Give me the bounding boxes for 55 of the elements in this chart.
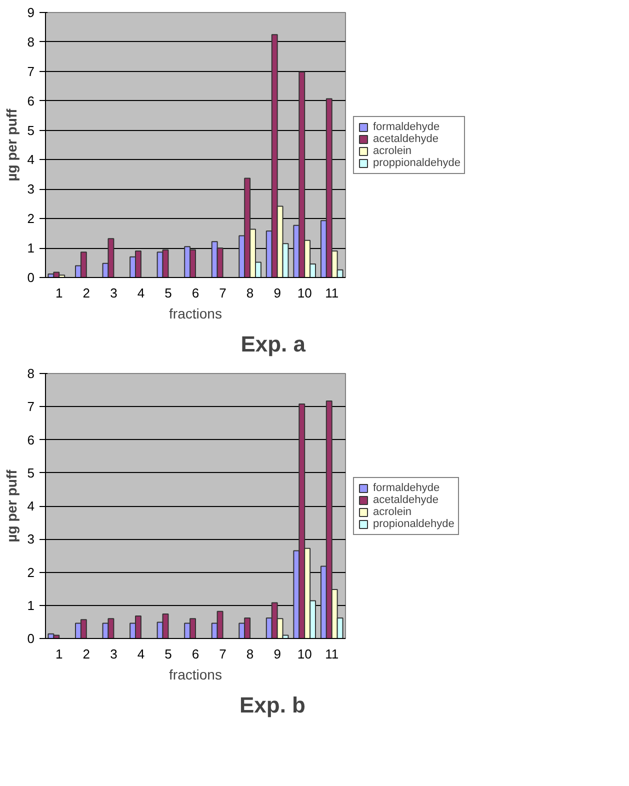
y-tick-label: 2 <box>27 211 35 226</box>
y-tick-label: 5 <box>27 122 35 138</box>
x-tick-label: 7 <box>219 286 226 300</box>
y-tick-label: 1 <box>27 240 35 256</box>
y-axis-title: µg per puff <box>3 469 20 542</box>
legend-label: acrolein <box>373 506 412 518</box>
y-tick-label: 2 <box>27 564 35 580</box>
y-tick-label: 3 <box>27 182 35 197</box>
y-tick-label: 5 <box>27 465 35 480</box>
y-tick-label: 0 <box>27 631 35 646</box>
x-tick-label: 10 <box>297 646 312 662</box>
y-tick-label: 4 <box>27 498 35 514</box>
x-tick-label: 7 <box>219 646 226 662</box>
legend-label: formaldehyde <box>373 482 440 494</box>
y-tick-label: 1 <box>27 598 35 613</box>
x-tick-label: 2 <box>82 286 90 300</box>
x-tick-label: 1 <box>56 286 63 300</box>
x-tick-label: 4 <box>137 646 145 662</box>
text: Exp. a <box>240 332 306 356</box>
legend-label: formaldehyde <box>373 120 440 132</box>
x-tick-label: 8 <box>246 646 254 662</box>
x-tick-label: 10 <box>297 286 312 300</box>
y-tick-label: 9 <box>27 5 35 20</box>
legend-label: acetaldehyde <box>373 494 438 506</box>
y-tick-label: 7 <box>27 399 35 414</box>
y-axis-title: µg per puff <box>3 108 20 182</box>
x-axis-title: fractions <box>169 306 222 322</box>
x-tick-label: 5 <box>164 286 172 300</box>
legend-label: acrolein <box>373 144 412 156</box>
x-tick-label: 2 <box>82 646 90 662</box>
x-tick-label: 11 <box>325 286 339 300</box>
x-axis-title: fractions <box>169 666 222 682</box>
y-tick-label: 7 <box>27 64 35 79</box>
legend-label: proppionaldehyde <box>373 156 460 168</box>
x-tick-label: 6 <box>192 286 200 300</box>
x-tick-label: 5 <box>164 646 172 662</box>
x-tick-label: 11 <box>325 646 339 662</box>
x-tick-label: 3 <box>110 646 118 662</box>
y-tick-label: 0 <box>27 270 35 285</box>
x-tick-label: 6 <box>192 646 200 662</box>
x-tick-label: 8 <box>246 286 254 300</box>
x-tick-label: 9 <box>274 646 281 662</box>
text: Exp. b <box>239 692 306 718</box>
y-tick-label: 6 <box>27 93 35 108</box>
x-tick-label: 9 <box>274 286 281 300</box>
legend-label: propionaldehyde <box>373 518 454 530</box>
x-tick-label: 3 <box>110 286 118 300</box>
y-tick-label: 6 <box>27 432 35 448</box>
legend-label: acetaldehyde <box>373 132 438 144</box>
x-tick-label: 1 <box>56 646 63 662</box>
x-tick-label: 4 <box>137 286 145 300</box>
y-tick-label: 8 <box>27 366 35 381</box>
y-tick-label: 3 <box>27 532 35 547</box>
y-tick-label: 8 <box>27 34 35 50</box>
y-tick-label: 4 <box>27 152 35 168</box>
